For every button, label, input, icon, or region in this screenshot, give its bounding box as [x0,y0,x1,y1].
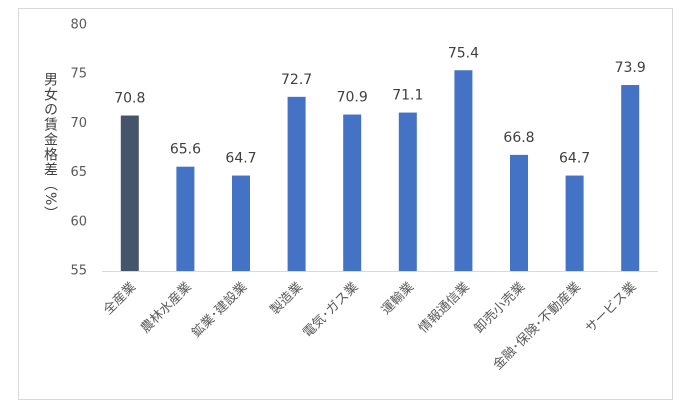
data-label: 71.1 [392,88,423,104]
bar [621,85,640,271]
y-tick-label: 75 [70,67,87,82]
y-axis-label: 男女の賃金格差（%） [42,72,58,222]
bar [398,112,417,272]
bar [454,70,473,271]
bar [510,154,528,271]
data-label: 66.8 [503,130,534,146]
data-label: 73.9 [615,60,646,76]
data-label: 64.7 [225,151,256,167]
y-tick-label: 60 [70,214,87,229]
data-label: 70.8 [114,91,145,107]
data-label: 75.4 [448,45,479,61]
y-tick-label: 70 [70,116,87,131]
data-label: 64.7 [559,151,590,167]
y-tick-label: 65 [70,165,87,180]
bar [120,115,139,271]
y-tick-label: 80 [70,18,87,33]
bar [565,175,584,271]
bar [232,175,250,271]
data-label: 65.6 [170,142,201,158]
bar [176,166,195,271]
data-label: 72.7 [281,72,312,88]
bar [343,114,362,271]
data-label: 70.9 [337,90,368,106]
bar [287,96,306,271]
y-tick-label: 55 [70,264,87,279]
